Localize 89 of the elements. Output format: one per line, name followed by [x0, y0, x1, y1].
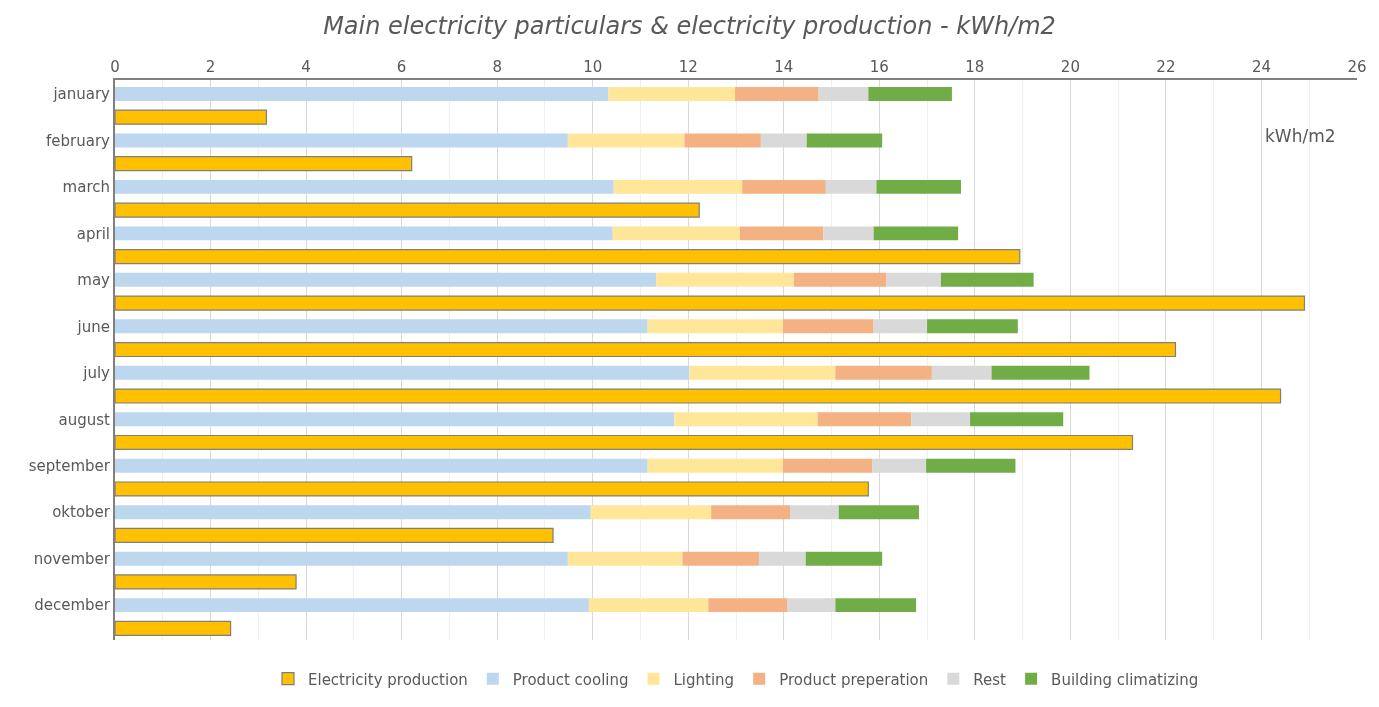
bar: [835, 598, 917, 613]
bar: [735, 86, 819, 101]
bar: [991, 365, 1090, 380]
y-tick-label: march: [62, 178, 110, 197]
bar: [115, 179, 614, 194]
x-axis-title: kWh/m2: [1265, 126, 1336, 146]
bar: [567, 551, 683, 566]
x-tick-label: 16: [869, 58, 889, 76]
y-tick-label: november: [33, 549, 111, 568]
bar: [689, 365, 836, 380]
bar: [115, 86, 609, 101]
x-tick-label: 26: [1347, 58, 1367, 76]
y-tick-label: april: [76, 224, 110, 243]
y-tick-label: january: [52, 85, 111, 104]
bar: [817, 412, 912, 427]
bar: [590, 505, 712, 520]
bar: [708, 598, 788, 613]
bar: [789, 505, 839, 520]
bar: [787, 598, 836, 613]
y-tick-label: may: [77, 271, 111, 290]
x-tick-label: 8: [492, 58, 502, 76]
bar: [782, 319, 874, 334]
bar: [684, 133, 761, 148]
bar: [805, 551, 883, 566]
y-tick-label: july: [82, 364, 111, 383]
bar: [647, 458, 783, 473]
bar: [588, 598, 709, 613]
bar: [838, 505, 919, 520]
x-tick-label: 6: [396, 58, 407, 76]
bar: [567, 133, 685, 148]
x-tick-label: 0: [110, 58, 120, 76]
bar: [608, 86, 736, 101]
legend-label: Lighting: [673, 670, 735, 689]
bar: [868, 86, 952, 101]
legend-label: Building climatizing: [1051, 670, 1199, 689]
bar: [115, 458, 648, 473]
legend-label: Rest: [973, 670, 1007, 689]
bar: [911, 412, 971, 427]
bar: [825, 179, 877, 194]
legend-label: Electricity production: [308, 670, 468, 689]
x-tick-label: 20: [1060, 58, 1080, 76]
chart-title: Main electricity particulars & electricity production - kWh/m2: [323, 12, 1056, 41]
bar: [115, 505, 591, 520]
y-tick-label: february: [46, 131, 111, 150]
bar: [115, 598, 589, 613]
bar: [739, 226, 824, 241]
bar: [613, 179, 743, 194]
bar: [115, 412, 675, 427]
bar: [806, 133, 883, 148]
bar: [927, 319, 1018, 334]
bar: [647, 319, 783, 334]
x-tick-label: 22: [1156, 58, 1176, 76]
bar: [115, 551, 568, 566]
bar: [823, 226, 874, 241]
legend-label: Product cooling: [512, 670, 629, 689]
y-tick-label: oktober: [52, 503, 111, 522]
bar: [115, 226, 613, 241]
bar: [711, 505, 790, 520]
y-tick-label: august: [58, 410, 111, 429]
y-tick-label: december: [34, 596, 111, 615]
bar: [656, 272, 794, 287]
bar: [926, 458, 1016, 473]
x-tick-label: 18: [965, 58, 985, 76]
x-tick-label: 10: [583, 58, 603, 76]
bar: [876, 179, 961, 194]
bar: [818, 86, 869, 101]
bar: [970, 412, 1064, 427]
bar: [886, 272, 941, 287]
bar: [115, 133, 568, 148]
x-tick-label: 14: [774, 58, 794, 76]
bar: [115, 319, 648, 334]
bar: [793, 272, 887, 287]
bar: [115, 272, 657, 287]
y-tick-label: september: [28, 456, 111, 475]
bar: [782, 458, 873, 473]
bar: [682, 551, 759, 566]
bar: [115, 365, 690, 380]
x-tick-label: 2: [205, 58, 216, 76]
x-tick-label: 12: [678, 58, 698, 76]
bar: [612, 226, 740, 241]
x-tick-label: 24: [1251, 58, 1272, 76]
bar: [940, 272, 1034, 287]
bar: [873, 226, 959, 241]
bar: [674, 412, 818, 427]
legend-label: Product preperation: [779, 670, 929, 689]
bar: [742, 179, 826, 194]
x-tick-label: 4: [301, 58, 311, 76]
y-tick-label: june: [76, 317, 110, 336]
bar: [835, 365, 932, 380]
